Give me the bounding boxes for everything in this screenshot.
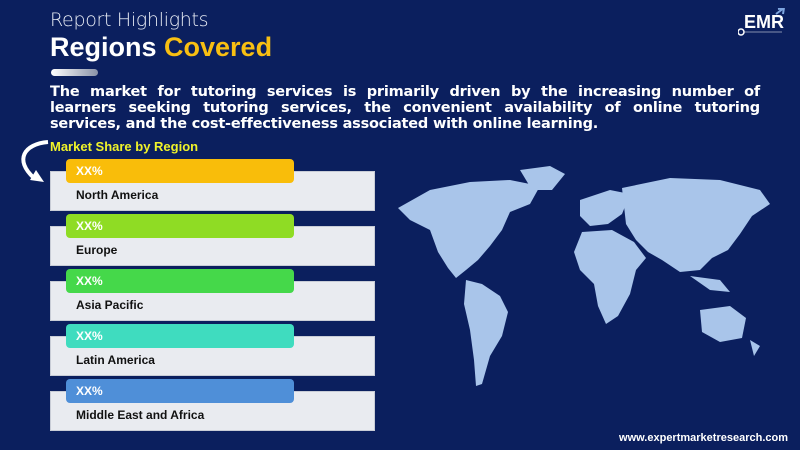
page-title: Regions Covered <box>50 32 272 63</box>
section-label: Market Share by Region <box>50 139 199 154</box>
footer-url[interactable]: www.expertmarketresearch.com <box>619 432 788 444</box>
region-name: Latin America <box>76 353 155 367</box>
region-share-value: XX% <box>76 219 103 233</box>
title-underline <box>51 69 98 76</box>
region-share-pill: XX% <box>66 379 294 403</box>
region-name: Asia Pacific <box>76 298 144 312</box>
title-main: Regions <box>50 32 157 62</box>
emr-logo: EMR <box>737 7 786 41</box>
region-share-pill: XX% <box>66 324 294 348</box>
world-map <box>398 166 770 386</box>
region-share-pill: XX% <box>66 159 294 183</box>
region-name: Middle East and Africa <box>76 408 205 422</box>
region-share-pill: XX% <box>66 269 294 293</box>
region-share-value: XX% <box>76 274 103 288</box>
region-share-value: XX% <box>76 384 103 398</box>
region-share-value: XX% <box>76 164 103 178</box>
region-share-pill: XX% <box>66 214 294 238</box>
region-share-value: XX% <box>76 329 103 343</box>
report-subtitle: Report Highlights <box>50 9 209 31</box>
description: The market for tutoring services is prim… <box>50 84 760 132</box>
svg-text:EMR: EMR <box>744 12 784 32</box>
region-name: North America <box>76 188 159 202</box>
curved-arrow-icon <box>21 140 49 182</box>
title-highlight: Covered <box>164 32 273 62</box>
region-name: Europe <box>76 243 118 257</box>
